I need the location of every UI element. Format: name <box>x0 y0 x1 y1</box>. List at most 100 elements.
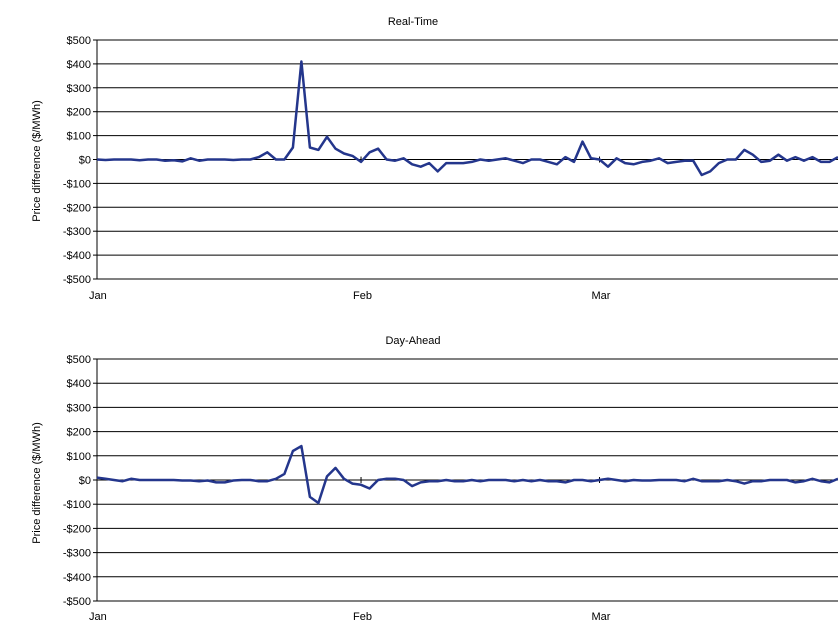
data-point <box>811 156 813 158</box>
y-tick-label: -$200 <box>63 523 91 535</box>
data-point <box>581 479 583 481</box>
y-tick-label: $400 <box>67 59 91 71</box>
data-point <box>266 151 268 153</box>
y-tick-label: -$400 <box>63 250 91 262</box>
data-point <box>513 160 515 162</box>
data-point <box>156 479 158 481</box>
data-point <box>556 163 558 165</box>
y-tick-label: $300 <box>67 83 91 95</box>
data-point <box>701 480 703 482</box>
data-point <box>752 154 754 156</box>
y-tick-label: $500 <box>67 35 91 47</box>
data-point <box>377 479 379 481</box>
data-point <box>122 480 124 482</box>
data-point <box>667 162 669 164</box>
data-point <box>769 479 771 481</box>
data-point <box>488 479 490 481</box>
data-point <box>454 480 456 482</box>
data-point <box>735 480 737 482</box>
data-point <box>96 477 98 479</box>
data-point <box>122 159 124 161</box>
data-point <box>564 481 566 483</box>
data-point <box>650 160 652 162</box>
data-point <box>215 481 217 483</box>
data-point <box>326 136 328 138</box>
data-point <box>258 156 260 158</box>
data-point <box>445 162 447 164</box>
data-point <box>556 480 558 482</box>
data-point <box>360 161 362 163</box>
data-point <box>513 480 515 482</box>
data-point <box>820 161 822 163</box>
data-point <box>309 496 311 498</box>
data-point <box>403 479 405 481</box>
data-point <box>471 161 473 163</box>
data-point <box>828 481 830 483</box>
data-point <box>275 159 277 161</box>
data-point <box>539 479 541 481</box>
data-point <box>343 478 345 480</box>
data-point <box>113 159 115 161</box>
data-point <box>369 151 371 153</box>
data-point <box>769 160 771 162</box>
data-point <box>462 480 464 482</box>
data-point <box>616 479 618 481</box>
data-point <box>317 502 319 504</box>
data-point <box>684 160 686 162</box>
data-point <box>190 479 192 481</box>
data-point <box>675 161 677 163</box>
data-point <box>130 478 132 480</box>
data-point <box>607 478 609 480</box>
data-point <box>599 479 601 481</box>
data-point <box>105 159 107 161</box>
data-point <box>573 479 575 481</box>
data-point <box>573 161 575 163</box>
data-point <box>300 445 302 447</box>
data-point <box>701 174 703 176</box>
data-point <box>105 478 107 480</box>
data-point <box>777 154 779 156</box>
data-point <box>309 147 311 149</box>
y-tick-label: -$500 <box>63 596 91 608</box>
y-tick-label: $100 <box>67 131 91 143</box>
data-point <box>164 479 166 481</box>
x-tick-label: Feb <box>353 611 372 623</box>
data-point <box>292 147 294 149</box>
data-point <box>726 159 728 161</box>
data-point <box>198 480 200 482</box>
data-point <box>479 159 481 161</box>
x-tick-label: Mar <box>592 290 611 302</box>
data-point <box>564 156 566 158</box>
data-point <box>198 160 200 162</box>
chart-title: Day-Ahead <box>385 335 440 347</box>
data-point <box>735 159 737 161</box>
y-tick-label: -$100 <box>63 178 91 190</box>
y-tick-label: $100 <box>67 451 91 463</box>
data-point <box>803 480 805 482</box>
y-tick-label: -$300 <box>63 548 91 560</box>
data-point <box>156 159 158 161</box>
data-point <box>207 159 209 161</box>
x-tick-label: Mar <box>592 611 611 623</box>
y-tick-label: -$200 <box>63 202 91 214</box>
x-tick-labels: Jan Feb Mar <box>89 290 611 302</box>
data-point <box>675 479 677 481</box>
data-point <box>300 61 302 63</box>
y-tick-label: $200 <box>67 427 91 439</box>
y-tick-label: $300 <box>67 402 91 414</box>
data-point <box>633 163 635 165</box>
data-point <box>207 479 209 481</box>
y-tick-label: $500 <box>67 354 91 366</box>
gridlines <box>93 358 838 602</box>
data-point <box>445 479 447 481</box>
data-point <box>292 450 294 452</box>
data-point <box>454 162 456 164</box>
data-point <box>173 159 175 161</box>
data-point <box>343 153 345 155</box>
x-tick-label: Jan <box>89 611 107 623</box>
data-point <box>224 159 226 161</box>
data-point <box>479 480 481 482</box>
data-point <box>820 480 822 482</box>
data-point <box>641 161 643 163</box>
